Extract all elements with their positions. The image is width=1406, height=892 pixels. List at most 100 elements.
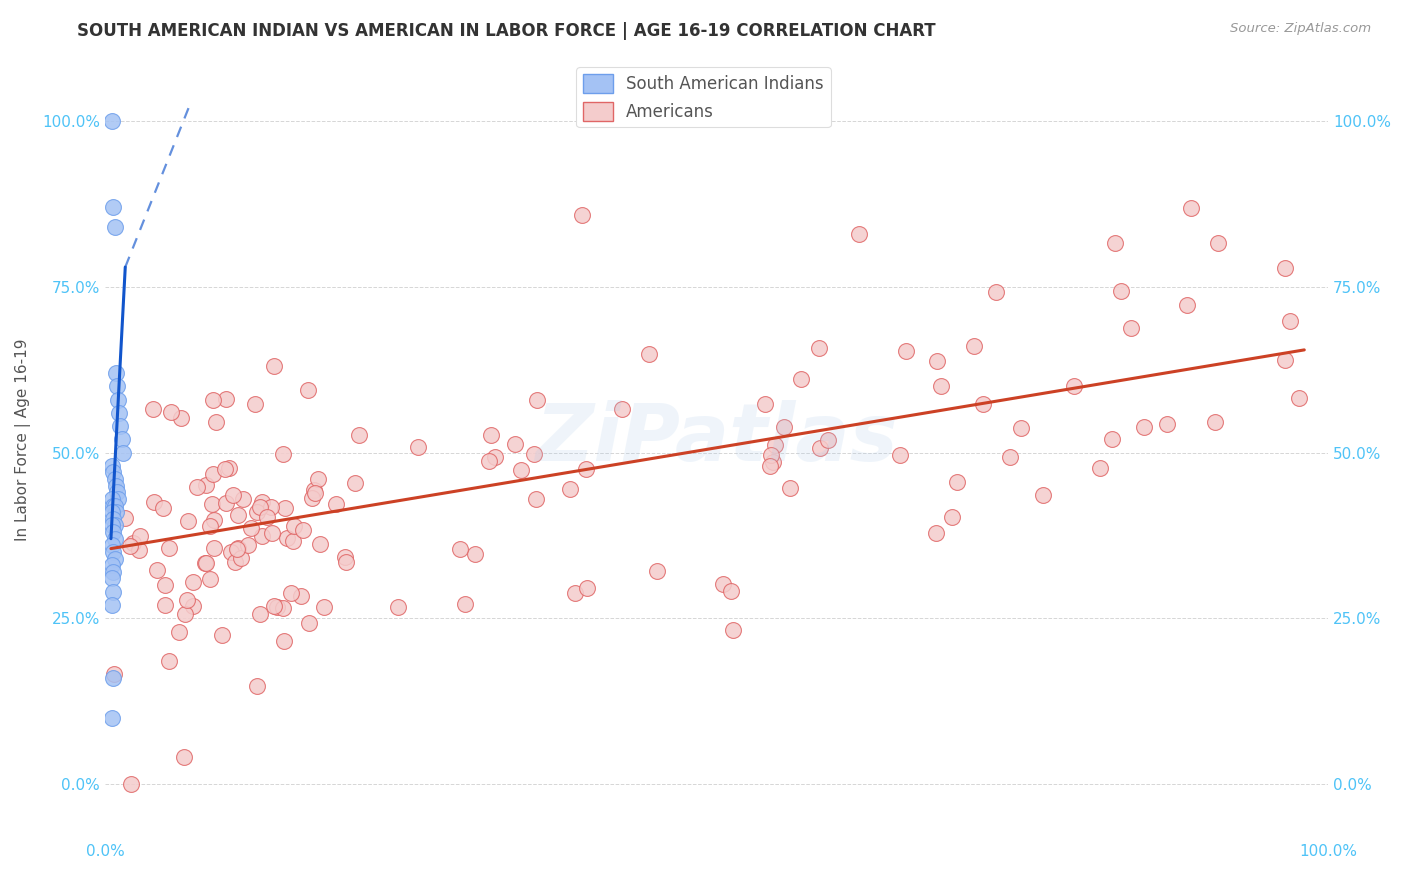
Point	[333, 549, 356, 564]
Point	[249, 500, 271, 514]
Point	[263, 359, 285, 373]
Point	[103, 532, 125, 546]
Point	[101, 598, 124, 612]
Point	[761, 455, 783, 469]
Point	[464, 547, 486, 561]
Point	[101, 518, 124, 533]
Point	[103, 545, 125, 559]
Point	[201, 497, 224, 511]
Point	[157, 654, 180, 668]
Point	[575, 581, 598, 595]
Point	[159, 405, 181, 419]
Point	[1063, 378, 1085, 392]
Point	[889, 448, 911, 462]
Point	[204, 541, 226, 555]
Text: R = 0.359   N = 152: R = 0.359 N = 152	[613, 109, 780, 127]
Point	[229, 550, 252, 565]
Point	[120, 777, 142, 791]
Point	[297, 383, 319, 397]
Point	[972, 397, 994, 411]
Point	[103, 671, 125, 685]
Point	[128, 543, 150, 558]
Point	[1104, 235, 1126, 250]
Point	[945, 475, 967, 490]
Point	[176, 592, 198, 607]
Point	[1032, 488, 1054, 502]
Point	[479, 428, 502, 442]
Point	[224, 555, 246, 569]
Point	[274, 501, 297, 516]
Point	[146, 563, 169, 577]
Point	[283, 534, 305, 549]
Point	[214, 462, 236, 476]
Point	[808, 442, 831, 456]
Point	[204, 415, 226, 429]
Point	[309, 537, 332, 551]
Text: 100.0%: 100.0%	[1299, 845, 1358, 859]
Point	[610, 401, 633, 416]
Point	[104, 366, 127, 380]
Point	[637, 347, 659, 361]
Point	[157, 541, 180, 556]
Point	[292, 524, 315, 538]
Point	[325, 497, 347, 511]
Point	[723, 624, 745, 638]
Point	[1279, 314, 1302, 328]
Point	[249, 607, 271, 621]
Point	[290, 589, 312, 603]
Point	[807, 342, 830, 356]
Point	[276, 531, 298, 545]
Point	[215, 496, 238, 510]
Point	[759, 449, 782, 463]
Point	[194, 556, 217, 570]
Point	[790, 372, 813, 386]
Point	[101, 538, 124, 552]
Point	[263, 599, 285, 613]
Point	[103, 667, 125, 681]
Point	[194, 478, 217, 492]
Legend: South American Indians, Americans: South American Indians, Americans	[576, 67, 831, 128]
Point	[105, 485, 128, 500]
Point	[301, 491, 323, 505]
Point	[122, 536, 145, 550]
Point	[104, 478, 127, 492]
Point	[103, 499, 125, 513]
Point	[925, 526, 948, 541]
Point	[193, 557, 215, 571]
Point	[142, 401, 165, 416]
Point	[283, 519, 305, 533]
Point	[256, 509, 278, 524]
Point	[266, 599, 288, 614]
Point	[236, 538, 259, 552]
Point	[314, 600, 336, 615]
Point	[173, 749, 195, 764]
Point	[181, 575, 204, 590]
Point	[773, 419, 796, 434]
Point	[250, 529, 273, 543]
Point	[202, 513, 225, 527]
Point	[484, 450, 506, 464]
Point	[925, 354, 948, 368]
Point	[174, 607, 197, 621]
Point	[101, 558, 124, 573]
Point	[335, 555, 357, 569]
Point	[503, 437, 526, 451]
Point	[103, 472, 125, 486]
Point	[103, 201, 125, 215]
Point	[273, 634, 295, 648]
Point	[107, 392, 129, 407]
Point	[103, 524, 125, 539]
Point	[105, 379, 128, 393]
Point	[114, 510, 136, 524]
Point	[941, 509, 963, 524]
Point	[524, 491, 547, 506]
Point	[167, 624, 190, 639]
Point	[986, 285, 1008, 300]
Point	[226, 541, 249, 555]
Point	[1119, 320, 1142, 334]
Point	[111, 445, 134, 459]
Point	[848, 227, 870, 242]
Point	[763, 438, 786, 452]
Point	[298, 616, 321, 631]
Point	[101, 458, 124, 473]
